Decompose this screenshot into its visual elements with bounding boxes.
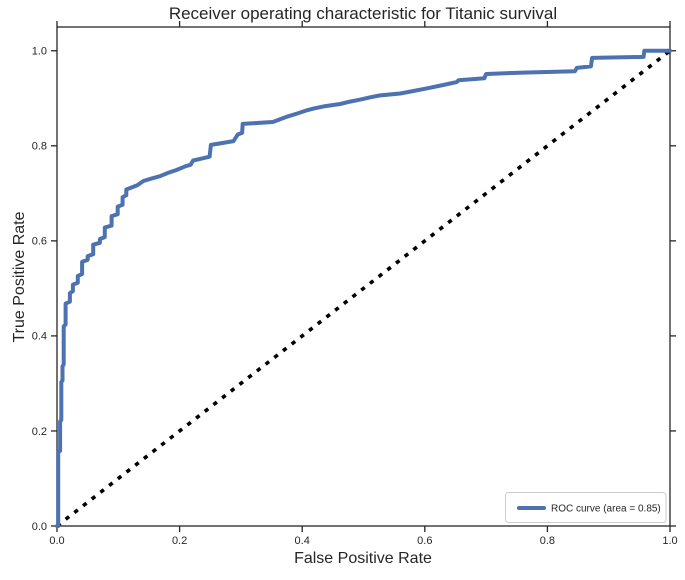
x-tick-label: 0.0 (49, 535, 64, 547)
y-tick-label: 0.8 (32, 141, 47, 153)
y-tick-label: 0.0 (32, 521, 47, 533)
y-tick-label: 0.6 (32, 236, 47, 248)
x-tick-label: 0.2 (172, 535, 187, 547)
legend-box (505, 492, 667, 523)
legend-label: ROC curve (area = 0.85) (551, 504, 661, 515)
legend: ROC curve (area = 0.85) (505, 492, 667, 523)
x-axis-label: False Positive Rate (294, 550, 432, 567)
x-tick-label: 0.6 (417, 535, 432, 547)
chance-diagonal (55, 49, 672, 528)
y-tick-label: 0.2 (32, 426, 47, 438)
plot-border (56, 26, 671, 527)
y-axis-label: True Positive Rate (11, 211, 28, 342)
x-tick-label: 0.8 (540, 535, 555, 547)
x-tick-label: 1.0 (662, 535, 677, 547)
x-tick-label: 0.4 (295, 535, 310, 547)
y-tick-label: 1.0 (32, 46, 47, 58)
roc-curve (55, 48, 672, 528)
plot-area: 0.0 0.2 0.4 0.6 0.8 1.0 0.0 0.2 0.4 0.6 0.8 1.0 (32, 21, 678, 547)
y-tick-label: 0.4 (32, 331, 47, 343)
chart-title: Receiver operating characteristic for Ti… (169, 4, 557, 23)
